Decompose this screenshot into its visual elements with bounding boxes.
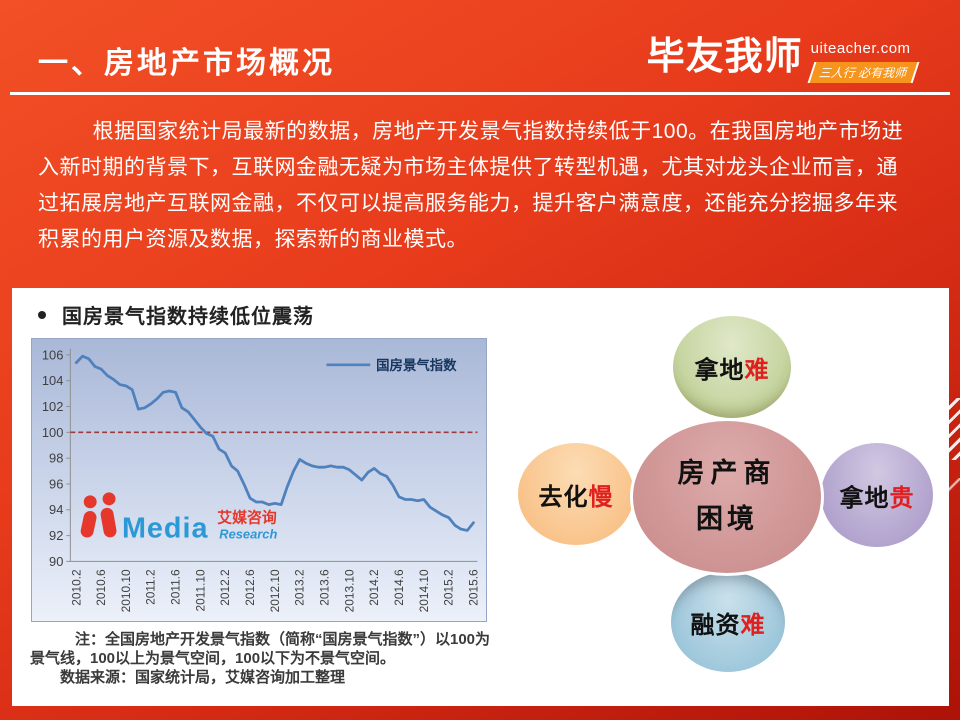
- svg-text:98: 98: [49, 451, 63, 466]
- diagram-node-land-expensive: 拿地贵: [821, 443, 933, 547]
- center-label-line1: 房产商: [677, 458, 777, 489]
- node-label: 融资: [690, 611, 741, 639]
- svg-text:102: 102: [42, 399, 64, 414]
- bullet-icon: [38, 310, 46, 319]
- svg-text:90: 90: [49, 554, 63, 569]
- node-accent: 慢: [588, 483, 614, 511]
- svg-text:2014.10: 2014.10: [417, 569, 431, 612]
- diagram-node-destocking-slow: 去化慢: [518, 443, 634, 545]
- svg-text:2012.10: 2012.10: [268, 569, 282, 612]
- svg-text:2010.2: 2010.2: [69, 569, 83, 606]
- climate-index-line-chart: 90 92 94 96 98 100 102 104 106 2010.2 2010.6 2010.1…: [31, 338, 487, 622]
- node-accent: 难: [744, 356, 770, 384]
- brand-logo: 毕友我师 uiteacher.com 三人行 必有我师: [646, 36, 920, 83]
- svg-text:2011.6: 2011.6: [169, 569, 183, 605]
- svg-text:104: 104: [42, 373, 64, 388]
- edge-decoration-stripes: [947, 398, 960, 460]
- svg-text:2014.2: 2014.2: [367, 569, 381, 606]
- svg-text:96: 96: [49, 476, 63, 491]
- svg-text:国房景气指数: 国房景气指数: [376, 357, 457, 373]
- diagram-center-node: 房产商 困境: [630, 418, 824, 576]
- svg-text:94: 94: [49, 502, 63, 517]
- node-accent: 贵: [889, 484, 915, 512]
- node-label: 拿地: [839, 484, 890, 512]
- section-title-text: 国房景气指数持续低位震荡: [62, 306, 314, 328]
- svg-text:106: 106: [42, 347, 64, 362]
- svg-text:2011.2: 2011.2: [144, 569, 158, 605]
- node-label: 拿地: [694, 356, 745, 384]
- svg-text:艾媒咨询: 艾媒咨询: [217, 509, 277, 527]
- header-divider: [10, 92, 950, 95]
- svg-text:100: 100: [42, 425, 64, 440]
- svg-text:2013.2: 2013.2: [293, 569, 307, 606]
- page-title: 一、房地产市场概况: [38, 47, 335, 80]
- diagram-node-land-acquisition-hard: 拿地难: [673, 316, 791, 418]
- svg-text:2015.2: 2015.2: [442, 569, 456, 606]
- svg-text:2014.6: 2014.6: [392, 569, 406, 606]
- svg-text:2010.10: 2010.10: [119, 569, 133, 612]
- svg-text:92: 92: [49, 528, 63, 543]
- node-label: 去化: [538, 483, 589, 511]
- diagram-node-financing-hard: 融资难: [671, 572, 785, 672]
- svg-text:2012.6: 2012.6: [243, 569, 257, 606]
- svg-text:2013.10: 2013.10: [342, 569, 356, 612]
- svg-text:2013.6: 2013.6: [318, 569, 332, 606]
- svg-text:2015.6: 2015.6: [466, 569, 480, 606]
- chart-notes: 注：全国房地产开发景气指数（简称“国房景气指数”）以100为景气线，100以上为…: [30, 630, 504, 687]
- content-panel: 国房景气指数持续低位震荡 90 92 94 96 98 100 102 104 106 2010.…: [12, 288, 949, 706]
- svg-text:Media: Media: [122, 513, 209, 545]
- svg-text:2011.10: 2011.10: [193, 569, 207, 612]
- node-accent: 难: [740, 611, 766, 639]
- intro-paragraph: 根据国家统计局最新的数据，房地产开发景气指数持续低于100。在我国房地产市场进入…: [38, 120, 904, 251]
- brand-logo-text: 毕友我师: [646, 36, 803, 78]
- data-source: 数据来源：国家统计局，艾媒咨询加工整理: [60, 669, 346, 686]
- brand-slogan-badge: 三人行 必有我师: [807, 62, 920, 83]
- brand-domain-text: uiteacher.com: [810, 40, 911, 57]
- center-label-line2: 困境: [696, 504, 758, 534]
- svg-text:2010.6: 2010.6: [94, 569, 108, 606]
- chart-note: 注：全国房地产开发景气指数（简称“国房景气指数”）以100为景气线，100以上为…: [30, 631, 491, 667]
- section-bullet-title: 国房景气指数持续低位震荡: [38, 300, 314, 329]
- svg-text:Research: Research: [219, 527, 277, 542]
- edge-decoration-stripe-low: [947, 478, 960, 492]
- chart-canvas: 90 92 94 96 98 100 102 104 106 2010.2 2010.6 2010.1…: [42, 347, 481, 612]
- svg-text:2012.2: 2012.2: [218, 569, 232, 606]
